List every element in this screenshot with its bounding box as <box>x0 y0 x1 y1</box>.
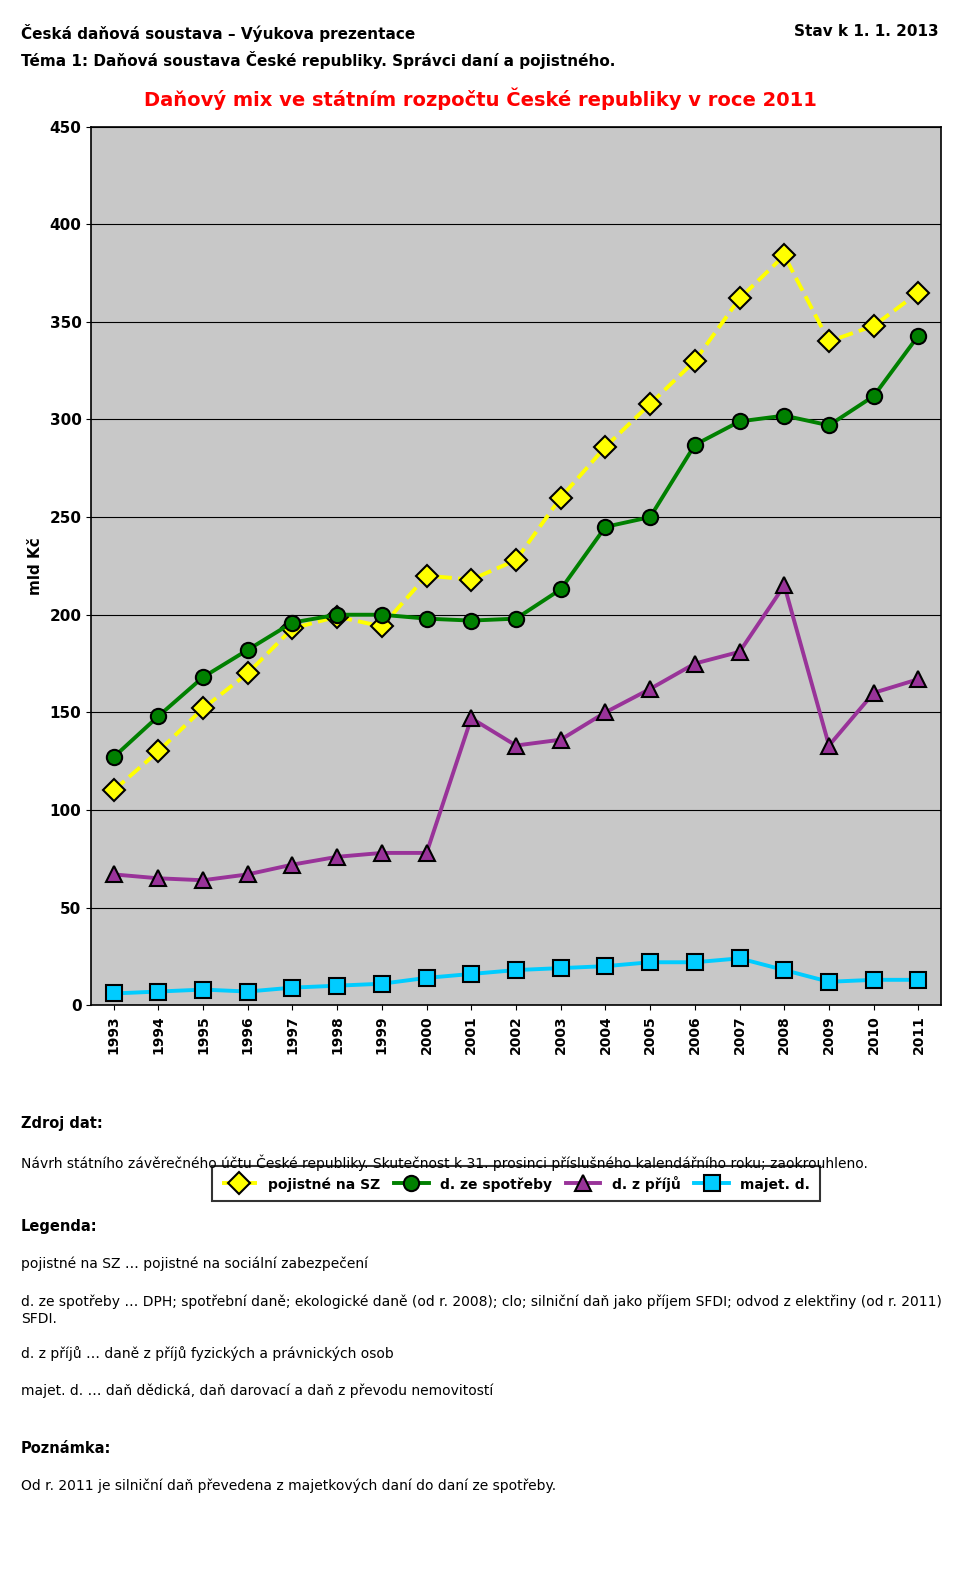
Text: Legenda:: Legenda: <box>21 1219 98 1233</box>
Text: d. ze spotřeby … DPH; spotřební daně; ekologické daně (od r. 2008); clo; silničn: d. ze spotřeby … DPH; spotřební daně; ek… <box>21 1295 942 1325</box>
Text: Návrh státního závěrečného účtu České republiky. Skutečnost k 31. prosinci přísl: Návrh státního závěrečného účtu České re… <box>21 1154 868 1170</box>
Text: Česká daňová soustava – Výukova prezentace: Česká daňová soustava – Výukova prezenta… <box>21 24 416 41</box>
Text: Od r. 2011 je silniční daň převedena z majetkových daní do daní ze spotřeby.: Od r. 2011 je silniční daň převedena z m… <box>21 1479 556 1493</box>
Text: Daňový mix ve státním rozpočtu České republiky v roce 2011: Daňový mix ve státním rozpočtu České rep… <box>144 87 816 109</box>
Text: majet. d. … daň dědická, daň darovací a daň z převodu nemovitostí: majet. d. … daň dědická, daň darovací a … <box>21 1384 493 1398</box>
Text: pojistné na SZ … pojistné na sociální zabezpečení: pojistné na SZ … pojistné na sociální za… <box>21 1257 368 1271</box>
Y-axis label: mld Kč: mld Kč <box>28 537 42 595</box>
Text: Téma 1: Daňová soustava České republiky. Správci daní a pojistného.: Téma 1: Daňová soustava České republiky.… <box>21 51 615 68</box>
Text: Zdroj dat:: Zdroj dat: <box>21 1116 103 1130</box>
Text: Poznámka:: Poznámka: <box>21 1441 111 1455</box>
Legend: pojistné na SZ, d. ze spotřeby, d. z příjů, majet. d.: pojistné na SZ, d. ze spotřeby, d. z pří… <box>212 1167 820 1201</box>
Text: Stav k 1. 1. 2013: Stav k 1. 1. 2013 <box>794 24 939 38</box>
Text: d. z příjů … daně z příjů fyzických a právnických osob: d. z příjů … daně z příjů fyzických a pr… <box>21 1346 394 1360</box>
